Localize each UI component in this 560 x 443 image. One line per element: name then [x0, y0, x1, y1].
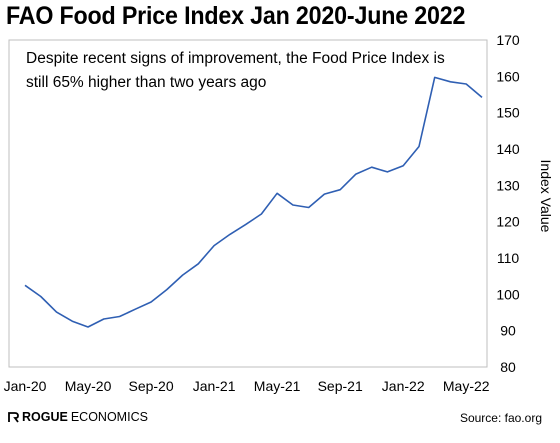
y-tick-label: 140 [496, 141, 520, 157]
y-tick-label: 130 [496, 177, 520, 193]
x-tick-label: Jan-22 [382, 378, 425, 394]
x-tick-label: Sep-21 [318, 378, 363, 394]
annotation-line-2: still 65% higher than two years ago [26, 74, 266, 91]
brand-name-light: ECONOMICS [70, 410, 148, 424]
annotation-line-1: Despite recent signs of improvement, the… [26, 50, 445, 67]
y-tick-label: 120 [496, 214, 520, 230]
y-tick-label: 90 [500, 323, 516, 339]
y-axis-label: Index Value [538, 160, 554, 233]
source-note: Source: fao.org [459, 411, 542, 425]
y-tick-label: 110 [497, 250, 520, 266]
y-tick-label: 100 [496, 286, 520, 302]
x-tick-label: Jan-20 [4, 378, 47, 394]
y-tick-label: 160 [496, 68, 520, 84]
series-line [24, 76, 483, 328]
x-tick-label: May-20 [65, 378, 112, 394]
y-tick-label: 170 [496, 32, 520, 48]
chart-title: FAO Food Price Index Jan 2020-June 2022 [6, 2, 466, 30]
x-tick-label: Sep-20 [128, 378, 173, 394]
x-tick-label: May-22 [443, 378, 490, 394]
y-tick-label: 150 [496, 105, 520, 121]
y-tick-label: 80 [500, 359, 516, 375]
brand-logo: ROGUE ECONOMICS [8, 410, 148, 424]
x-tick-label: Jan-21 [193, 378, 236, 394]
logo-mark-icon [8, 411, 19, 423]
brand-name-bold: ROGUE [22, 410, 68, 424]
x-tick-label: May-21 [254, 378, 301, 394]
plot-area [8, 39, 488, 368]
